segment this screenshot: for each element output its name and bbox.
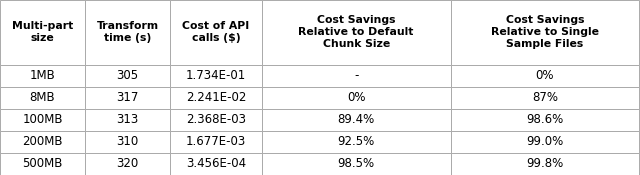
Text: 200MB: 200MB — [22, 135, 63, 148]
Text: 3.456E-04: 3.456E-04 — [186, 158, 246, 170]
Bar — [170, 109, 262, 131]
Text: Cost Savings
Relative to Default
Chunk Size: Cost Savings Relative to Default Chunk S… — [298, 15, 414, 49]
Bar — [451, 109, 639, 131]
Bar — [451, 65, 639, 87]
Bar — [170, 65, 262, 87]
Bar — [0, 65, 85, 87]
Text: 89.4%: 89.4% — [337, 113, 375, 126]
Text: 100MB: 100MB — [22, 113, 63, 126]
Text: 1.734E-01: 1.734E-01 — [186, 69, 246, 82]
Text: -: - — [354, 69, 358, 82]
Bar — [0, 153, 85, 175]
Text: 313: 313 — [116, 113, 139, 126]
Text: 98.6%: 98.6% — [526, 113, 564, 126]
Bar — [451, 153, 639, 175]
Bar — [0, 109, 85, 131]
Bar — [85, 0, 170, 65]
Bar — [170, 87, 262, 109]
Text: 310: 310 — [116, 135, 139, 148]
Bar — [262, 65, 451, 87]
Text: 0%: 0% — [347, 91, 365, 104]
Bar — [451, 0, 639, 65]
Text: 99.0%: 99.0% — [526, 135, 564, 148]
Text: Multi-part
size: Multi-part size — [12, 21, 73, 43]
Bar — [0, 0, 85, 65]
Text: 2.368E-03: 2.368E-03 — [186, 113, 246, 126]
Bar — [0, 87, 85, 109]
Bar — [262, 87, 451, 109]
Bar — [451, 87, 639, 109]
Bar — [85, 153, 170, 175]
Bar — [85, 65, 170, 87]
Text: Cost of API
calls ($): Cost of API calls ($) — [182, 21, 250, 43]
Text: 8MB: 8MB — [29, 91, 56, 104]
Bar — [262, 131, 451, 153]
Text: 1MB: 1MB — [29, 69, 56, 82]
Text: 87%: 87% — [532, 91, 558, 104]
Text: 500MB: 500MB — [22, 158, 63, 170]
Text: 1.677E-03: 1.677E-03 — [186, 135, 246, 148]
Text: 305: 305 — [116, 69, 139, 82]
Bar — [85, 109, 170, 131]
Text: 320: 320 — [116, 158, 139, 170]
Bar — [170, 153, 262, 175]
Bar — [85, 87, 170, 109]
Bar — [0, 131, 85, 153]
Text: 92.5%: 92.5% — [337, 135, 375, 148]
Text: Cost Savings
Relative to Single
Sample Files: Cost Savings Relative to Single Sample F… — [491, 15, 599, 49]
Text: 99.8%: 99.8% — [526, 158, 564, 170]
Bar — [451, 131, 639, 153]
Bar — [85, 131, 170, 153]
Text: 98.5%: 98.5% — [337, 158, 375, 170]
Bar — [170, 0, 262, 65]
Text: 2.241E-02: 2.241E-02 — [186, 91, 246, 104]
Bar — [262, 109, 451, 131]
Bar — [262, 0, 451, 65]
Bar — [170, 131, 262, 153]
Text: 0%: 0% — [536, 69, 554, 82]
Bar — [262, 153, 451, 175]
Text: 317: 317 — [116, 91, 139, 104]
Text: Transform
time (s): Transform time (s) — [97, 21, 159, 43]
